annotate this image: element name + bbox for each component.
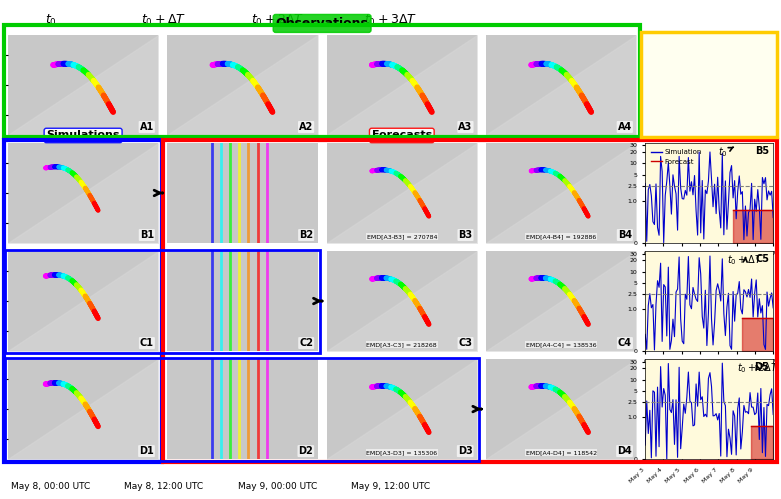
Text: $t_0+\Delta T$: $t_0+\Delta T$ bbox=[727, 253, 763, 267]
Text: May 8, 12:00 UTC: May 8, 12:00 UTC bbox=[124, 482, 204, 491]
Text: B2: B2 bbox=[299, 230, 313, 240]
Text: EMD[A3-C3] = 218268: EMD[A3-C3] = 218268 bbox=[366, 342, 437, 347]
Text: C2: C2 bbox=[299, 338, 313, 348]
Text: EMD[A4-B4] = 192886: EMD[A4-B4] = 192886 bbox=[526, 234, 596, 239]
Text: $t_0+\Delta T$: $t_0+\Delta T$ bbox=[141, 12, 187, 27]
Text: May 9, 12:00 UTC: May 9, 12:00 UTC bbox=[351, 482, 430, 491]
Text: EMD[A3-B3] = 270784: EMD[A3-B3] = 270784 bbox=[366, 234, 437, 239]
Text: Simulations: Simulations bbox=[46, 130, 119, 141]
Text: A1: A1 bbox=[140, 122, 154, 132]
Text: $t_0+2\Delta T$: $t_0+2\Delta T$ bbox=[251, 12, 304, 27]
Text: SO$_2$ flux (kt/h): SO$_2$ flux (kt/h) bbox=[658, 77, 760, 93]
Text: $t_0+3\Delta T$: $t_0+3\Delta T$ bbox=[364, 12, 417, 27]
Text: $t_0$: $t_0$ bbox=[719, 146, 733, 159]
Text: EMD[A3-D3] = 135306: EMD[A3-D3] = 135306 bbox=[366, 450, 437, 455]
Text: $t_0$: $t_0$ bbox=[45, 12, 57, 27]
Text: D1: D1 bbox=[139, 446, 154, 456]
Text: C3: C3 bbox=[458, 338, 473, 348]
Text: C4: C4 bbox=[618, 338, 632, 348]
Text: B3: B3 bbox=[458, 230, 473, 240]
Text: D4: D4 bbox=[617, 446, 632, 456]
Text: B4: B4 bbox=[618, 230, 632, 240]
Text: May 8, 00:00 UTC: May 8, 00:00 UTC bbox=[11, 482, 91, 491]
Text: D3: D3 bbox=[458, 446, 473, 456]
Text: D2: D2 bbox=[298, 446, 313, 456]
Text: A2: A2 bbox=[299, 122, 313, 132]
Text: D5: D5 bbox=[754, 362, 769, 372]
Legend: Simulation, Forecast: Simulation, Forecast bbox=[649, 146, 704, 168]
Text: Observations: Observations bbox=[276, 17, 369, 30]
Text: $t_0+2\Delta T$: $t_0+2\Delta T$ bbox=[736, 362, 779, 375]
Text: A3: A3 bbox=[458, 122, 473, 132]
Text: EMD[A4-D4] = 118542: EMD[A4-D4] = 118542 bbox=[526, 450, 597, 455]
Text: C5: C5 bbox=[755, 254, 769, 264]
Text: B5: B5 bbox=[755, 146, 769, 156]
Text: EMD[A4-C4] = 138536: EMD[A4-C4] = 138536 bbox=[526, 342, 597, 347]
Text: A4: A4 bbox=[618, 122, 632, 132]
Text: Forecasts: Forecasts bbox=[372, 130, 432, 141]
Text: C1: C1 bbox=[140, 338, 154, 348]
Text: May 9, 00:00 UTC: May 9, 00:00 UTC bbox=[237, 482, 317, 491]
Text: B1: B1 bbox=[140, 230, 154, 240]
